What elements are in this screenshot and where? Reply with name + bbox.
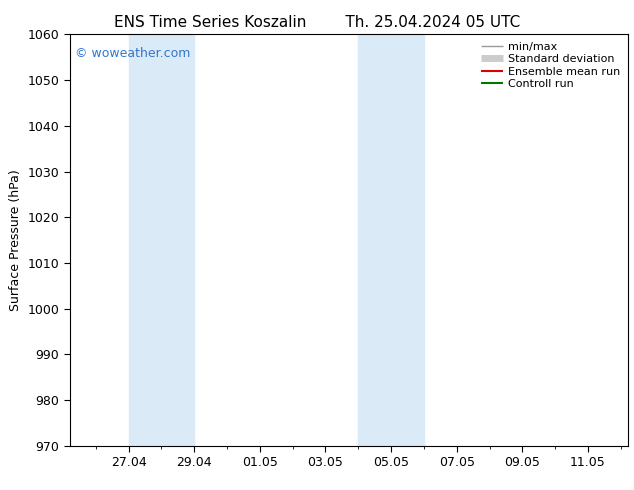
Text: © woweather.com: © woweather.com xyxy=(75,47,191,60)
Bar xyxy=(358,34,424,446)
Text: ENS Time Series Koszalin        Th. 25.04.2024 05 UTC: ENS Time Series Koszalin Th. 25.04.2024 … xyxy=(114,15,520,30)
Legend: min/max, Standard deviation, Ensemble mean run, Controll run: min/max, Standard deviation, Ensemble me… xyxy=(477,38,624,93)
Y-axis label: Surface Pressure (hPa): Surface Pressure (hPa) xyxy=(9,169,22,311)
Bar xyxy=(129,34,194,446)
